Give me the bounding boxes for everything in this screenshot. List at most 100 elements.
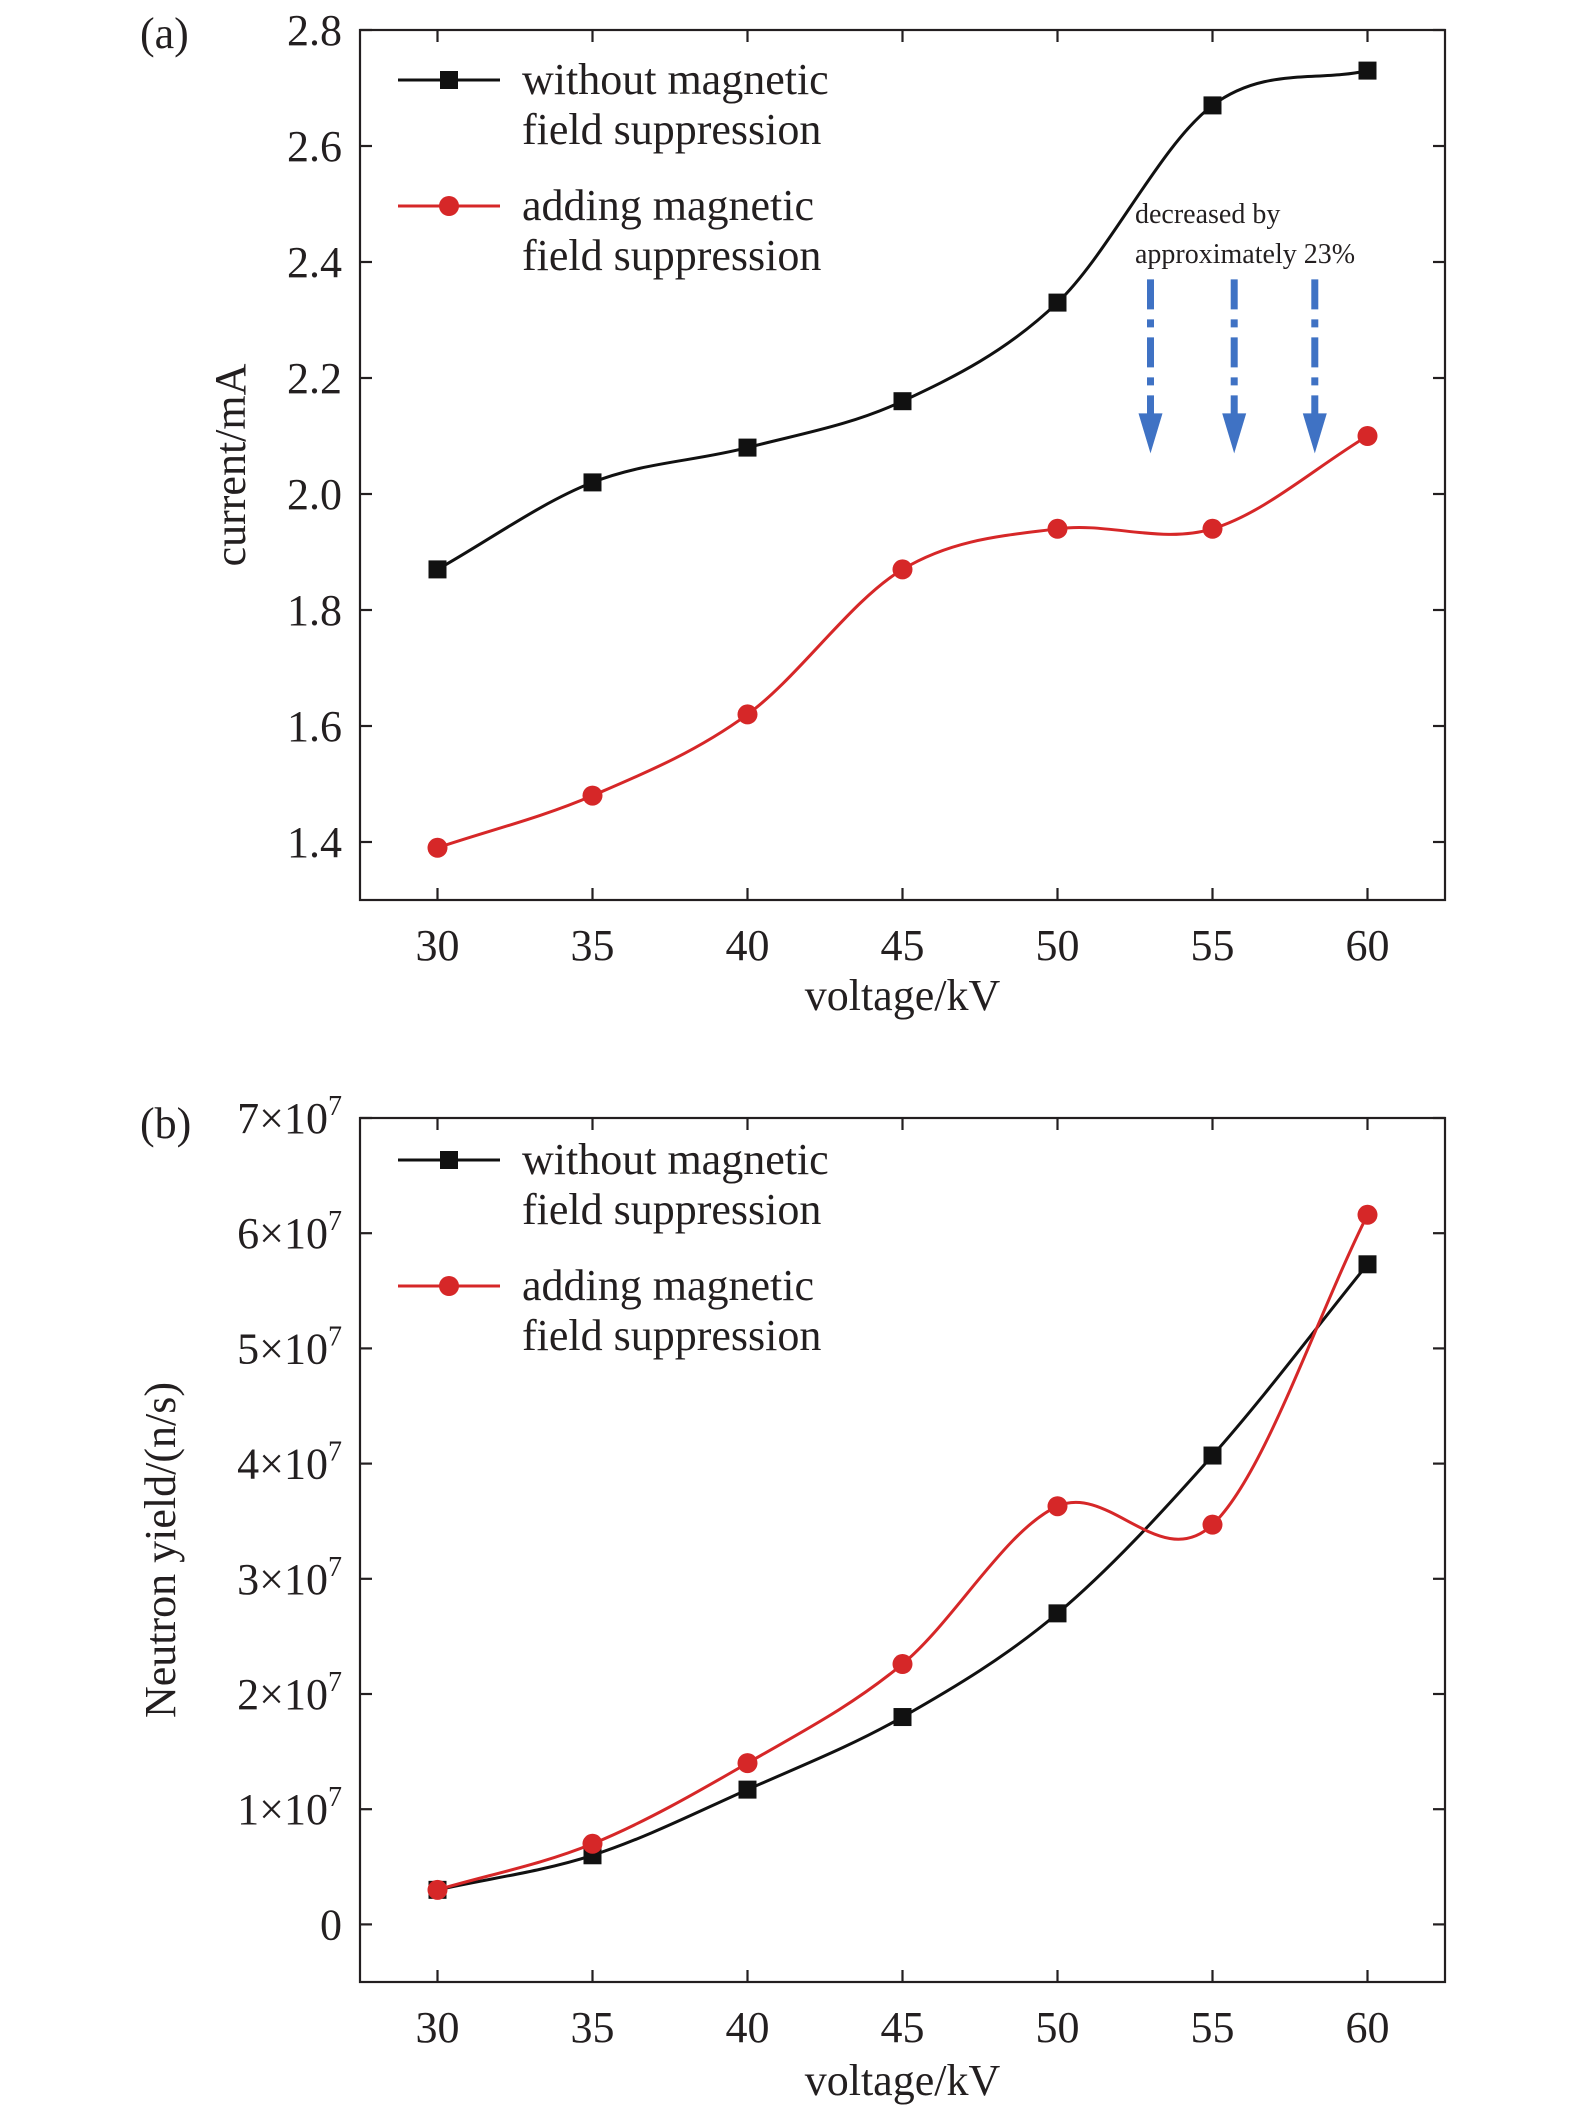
data-point xyxy=(737,1753,758,1774)
x-tick-label: 35 xyxy=(571,921,615,970)
data-point xyxy=(1047,1496,1068,1517)
data-point xyxy=(893,1708,912,1727)
y-tick-label: 2.0 xyxy=(287,470,342,519)
y-tick-mantissa: 0 xyxy=(320,1900,342,1949)
legend-label: field suppression xyxy=(522,231,821,280)
data-point xyxy=(1357,426,1378,446)
data-point xyxy=(738,1780,757,1799)
y-tick-label: 2.6 xyxy=(287,122,342,171)
y-tick-label: 1.6 xyxy=(287,702,342,751)
x-tick-label: 50 xyxy=(1036,921,1080,970)
data-point xyxy=(737,704,758,725)
legend-label: field suppression xyxy=(522,1311,821,1360)
legend-label: field suppression xyxy=(522,1185,821,1234)
annotation-text-line: approximately 23% xyxy=(1135,239,1355,270)
legend-label: adding magnetic xyxy=(522,181,814,230)
legend-label: adding magnetic xyxy=(522,1261,814,1310)
y-axis-title: Neutron yield/(n/s) xyxy=(136,1382,185,1718)
y-tick-mantissa: 1×10 xyxy=(237,1785,328,1834)
legend-marker xyxy=(439,1276,459,1296)
y-tick-mantissa: 4×10 xyxy=(237,1440,328,1489)
legend-marker xyxy=(439,196,459,216)
y-tick-exponent: 7 xyxy=(328,1321,342,1352)
y-tick-label: 2.2 xyxy=(287,354,342,403)
data-point xyxy=(1358,61,1377,80)
x-tick-label: 30 xyxy=(416,2003,460,2052)
y-tick-label: 2.4 xyxy=(287,238,342,287)
y-tick-label: 5×107 xyxy=(237,1321,342,1373)
y-tick-label: 1.8 xyxy=(287,586,342,635)
y-tick-label: 2.8 xyxy=(287,6,342,55)
data-point xyxy=(427,837,448,858)
data-point xyxy=(893,392,912,411)
series-line xyxy=(437,434,1369,850)
data-point xyxy=(738,438,757,457)
panel-label: (b) xyxy=(140,1099,191,1148)
data-point xyxy=(1202,518,1223,539)
y-tick-exponent: 7 xyxy=(328,1437,342,1468)
plot-frame xyxy=(358,1116,1447,1984)
x-axis-title: voltage/kV xyxy=(805,2056,1001,2105)
y-tick-exponent: 7 xyxy=(328,1206,342,1237)
y-tick-label: 2×107 xyxy=(237,1667,342,1719)
decrease-arrow-head xyxy=(1222,413,1247,454)
x-tick-label: 55 xyxy=(1191,921,1235,970)
y-tick-mantissa: 5×10 xyxy=(237,1324,328,1373)
y-tick-exponent: 7 xyxy=(328,1091,342,1122)
annotation-text-line: decreased by xyxy=(1135,199,1280,230)
y-tick-mantissa: 3×10 xyxy=(237,1555,328,1604)
decrease-arrow-head xyxy=(1138,413,1163,454)
decrease-arrow-head xyxy=(1302,413,1327,454)
y-tick-mantissa: 2×10 xyxy=(237,1670,328,1719)
x-tick-label: 30 xyxy=(416,921,460,970)
legend-label: without magnetic xyxy=(522,1135,829,1184)
data-point xyxy=(1048,293,1067,312)
y-tick-label: 1×107 xyxy=(237,1782,342,1834)
y-tick-mantissa: 6×10 xyxy=(237,1209,328,1258)
y-tick-exponent: 7 xyxy=(328,1552,342,1583)
data-point xyxy=(1048,1604,1067,1623)
data-point xyxy=(427,1879,448,1900)
x-tick-label: 45 xyxy=(881,2003,925,2052)
legend-marker xyxy=(440,1151,458,1169)
x-tick-label: 40 xyxy=(726,2003,770,2052)
y-axis-title: current/mA xyxy=(206,363,255,566)
decrease-arrow xyxy=(1222,279,1247,454)
y-tick-label: 4×107 xyxy=(237,1437,342,1489)
x-tick-label: 60 xyxy=(1346,921,1390,970)
data-point xyxy=(428,560,447,579)
x-tick-label: 35 xyxy=(571,2003,615,2052)
panel-b-neutron-yield-chart: (b)30 35 40 45 50 55 6001×1072×1073×1074×1075×… xyxy=(136,1091,1447,2105)
x-axis-title: voltage/kV xyxy=(805,971,1001,1020)
y-tick-label: 7×107 xyxy=(237,1091,342,1143)
y-tick-mantissa: 7×10 xyxy=(237,1094,328,1143)
data-point xyxy=(1358,1255,1377,1274)
data-point xyxy=(1357,1204,1378,1225)
legend-label: without magnetic xyxy=(522,55,829,104)
data-point xyxy=(1203,1446,1222,1465)
x-tick-label: 45 xyxy=(881,921,925,970)
panel-a-current-chart: (a) 30 35 40 45 50 55 60 1.4 1.6 1.8 2.0 2.2 2.4 2.6 2.… xyxy=(140,6,1447,1020)
data-point xyxy=(582,785,603,806)
data-point xyxy=(1047,518,1068,539)
decrease-arrow xyxy=(1302,279,1327,454)
x-tick-label: 40 xyxy=(726,921,770,970)
y-tick-label: 6×107 xyxy=(237,1206,342,1258)
data-point xyxy=(1203,96,1222,115)
legend-marker xyxy=(440,71,458,89)
legend-label: field suppression xyxy=(522,105,821,154)
y-tick-exponent: 7 xyxy=(328,1782,342,1813)
series-line xyxy=(437,1214,1369,1892)
x-tick-label: 60 xyxy=(1346,2003,1390,2052)
panel-label: (a) xyxy=(140,9,189,58)
y-tick-label: 3×107 xyxy=(237,1552,342,1604)
y-tick-label: 1.4 xyxy=(287,818,342,867)
y-tick-label: 0 xyxy=(320,1900,342,1949)
plot-frame xyxy=(358,28,1447,902)
decrease-arrow xyxy=(1138,279,1163,454)
data-point xyxy=(582,1833,603,1854)
